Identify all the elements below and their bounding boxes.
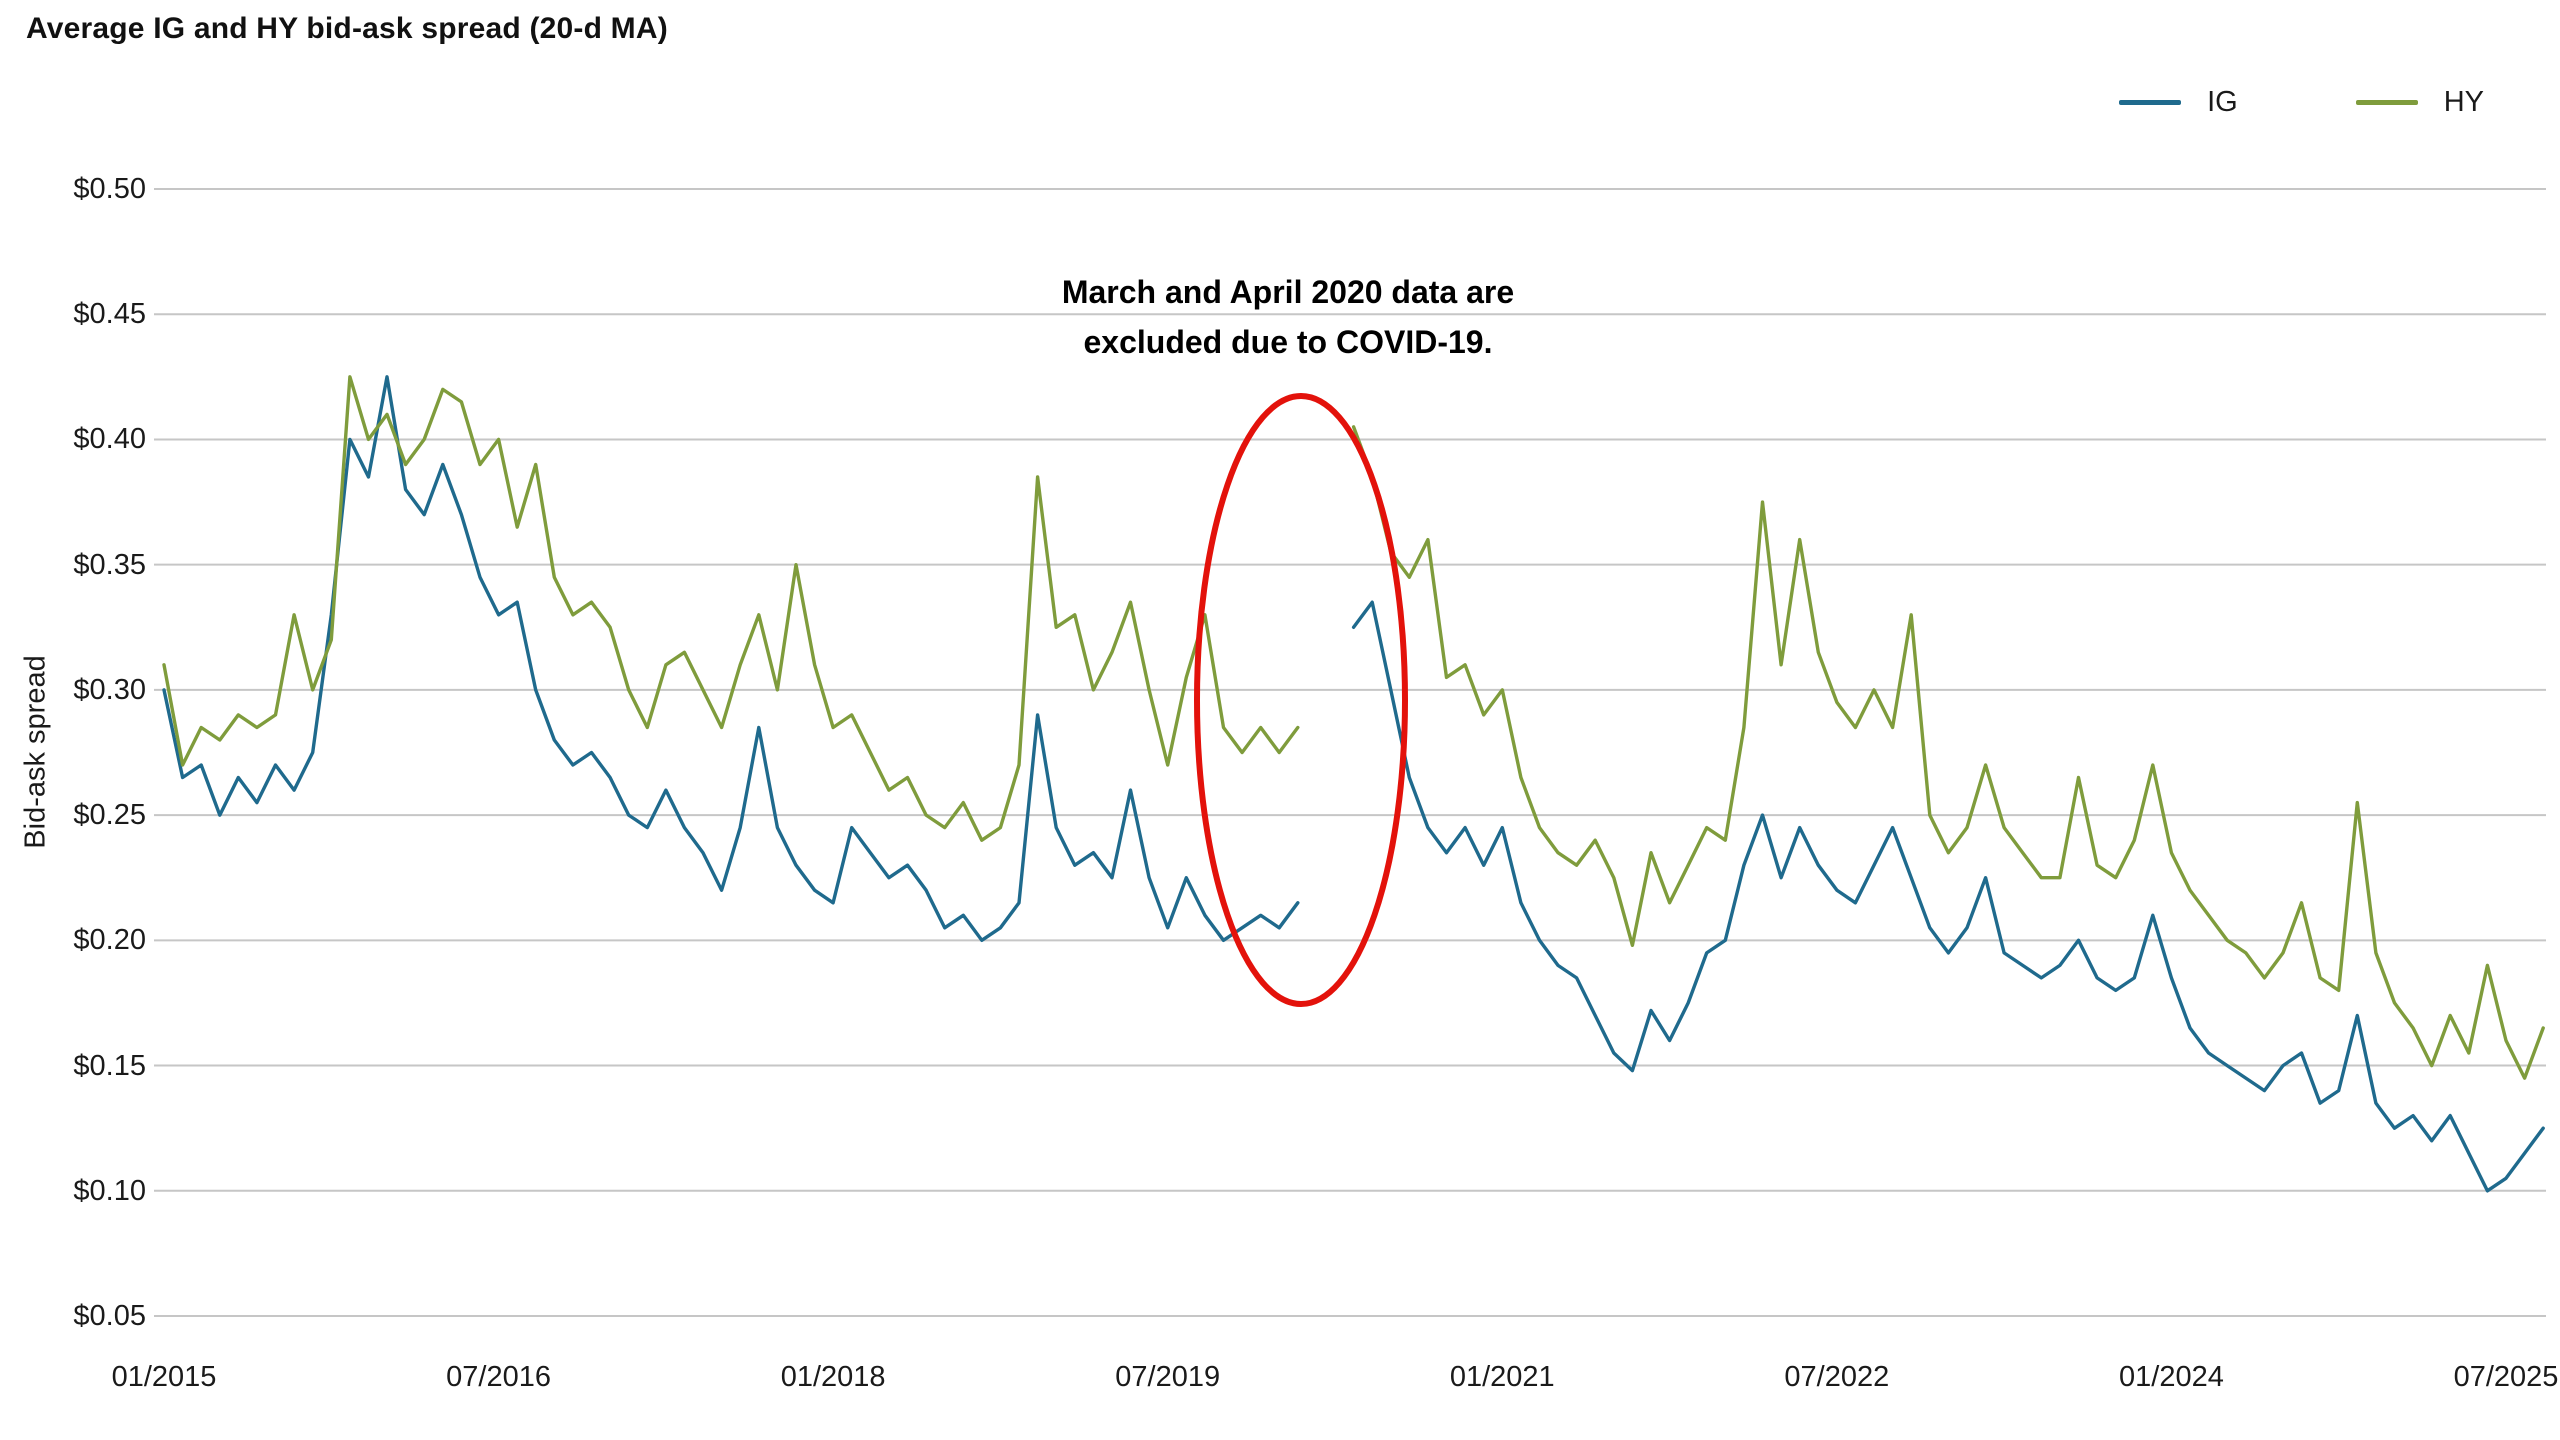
legend-item-ig: IG — [2119, 86, 2238, 119]
covid-annotation: March and April 2020 data are excluded d… — [1062, 268, 1514, 367]
covid-annotation-line2: excluded due to COVID-19. — [1083, 323, 1493, 360]
x-tick-label: 01/2015 — [111, 1361, 217, 1393]
x-tick-label: 07/2016 — [446, 1361, 551, 1393]
y-tick-label: $0.35 — [73, 548, 146, 581]
x-tick-label: 07/2019 — [1115, 1361, 1221, 1393]
y-tick-label: $0.10 — [73, 1174, 146, 1207]
y-tick-label: $0.50 — [73, 173, 146, 205]
y-tick-label: $0.30 — [73, 673, 146, 706]
legend-label-ig: IG — [2207, 86, 2238, 118]
legend: IG HY — [2119, 86, 2484, 119]
legend-line-swatch-hy — [2355, 100, 2418, 105]
series-line-hy — [162, 375, 2545, 1080]
covid-gap-ellipse — [1194, 393, 1408, 1007]
x-tick-label: 07/2022 — [1784, 1361, 1890, 1393]
y-tick-label: $0.20 — [73, 924, 146, 957]
x-tick-label: 01/2024 — [2119, 1361, 2224, 1393]
legend-label-hy: HY — [2443, 86, 2484, 118]
y-tick-label: $0.45 — [73, 298, 146, 331]
x-tick-label: 07/2025 — [2453, 1361, 2559, 1393]
series-line-ig — [162, 375, 2545, 1193]
y-tick-label: $0.05 — [73, 1300, 146, 1332]
covid-annotation-line1: March and April 2020 data are — [1061, 274, 1515, 310]
legend-item-hy: HY — [2355, 86, 2484, 119]
y-tick-label: $0.40 — [73, 423, 146, 456]
y-tick-label: $0.15 — [73, 1049, 146, 1082]
legend-line-swatch-ig — [2119, 100, 2182, 105]
chart-title: Average IG and HY bid-ask spread (20-d M… — [26, 12, 668, 45]
x-tick-label: 01/2018 — [780, 1361, 886, 1393]
y-tick-label: $0.25 — [73, 799, 146, 832]
x-tick-label: 01/2021 — [1449, 1361, 1555, 1393]
